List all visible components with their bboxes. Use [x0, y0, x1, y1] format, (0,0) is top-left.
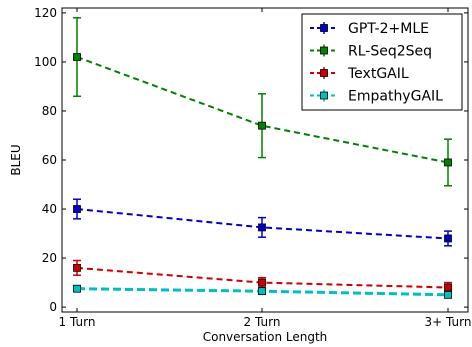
data-point: [444, 283, 452, 292]
legend-entry: RL-Seq2Seq: [310, 44, 432, 60]
y-tick-label: 40: [42, 202, 57, 216]
legend-marker: [320, 24, 328, 32]
y-tick-label: 0: [49, 300, 57, 314]
legend-label: RL-Seq2Seq: [348, 44, 432, 60]
x-tick-label: 1 Turn: [59, 315, 96, 329]
legend-label: GPT-2+MLE: [348, 21, 429, 37]
y-axis-label: BLEU: [9, 144, 23, 175]
legend-entry: EmpathyGAIL: [310, 89, 443, 105]
legend-marker: [320, 91, 328, 100]
legend-label: TextGAIL: [347, 66, 409, 82]
data-point: [444, 290, 452, 299]
series-empathygail: [73, 284, 452, 299]
series-layer: [73, 17, 452, 299]
data-point: [444, 234, 452, 243]
legend-entry: GPT-2+MLE: [310, 21, 429, 37]
data-point: [258, 121, 266, 130]
y-tick-label: 60: [42, 153, 57, 167]
data-point: [258, 287, 266, 296]
axis-ticks: 0 20 40 60 80 100 120 1 Turn 2 Turn 3+ Turn: [34, 6, 471, 329]
y-tick-label: 80: [42, 104, 57, 118]
data-point: [73, 263, 81, 272]
x-axis-label: Conversation Length: [203, 330, 328, 344]
legend: GPT-2+MLE RL-Seq2Seq TextGAIL EmpathyGAIL: [301, 13, 463, 111]
y-tick-label: 100: [34, 55, 57, 69]
y-tick-label: 120: [34, 6, 57, 20]
x-tick-label: 2 Turn: [244, 315, 281, 329]
legend-marker: [320, 69, 328, 77]
data-point: [73, 284, 81, 293]
legend-marker: [320, 46, 328, 55]
y-tick-label: 20: [42, 251, 57, 265]
series-gpt-2-mle: [73, 198, 452, 247]
data-point: [73, 205, 81, 213]
legend-box: [301, 13, 463, 111]
series-line: [76, 56, 449, 164]
legend-entry: TextGAIL: [310, 66, 409, 82]
series-rl-seq2seq: [73, 17, 452, 187]
data-point: [444, 158, 452, 167]
legend-label: EmpathyGAIL: [348, 89, 443, 105]
data-point: [258, 278, 266, 287]
x-tick-label: 3+ Turn: [425, 315, 472, 329]
data-point: [73, 53, 81, 61]
data-point: [258, 223, 266, 232]
